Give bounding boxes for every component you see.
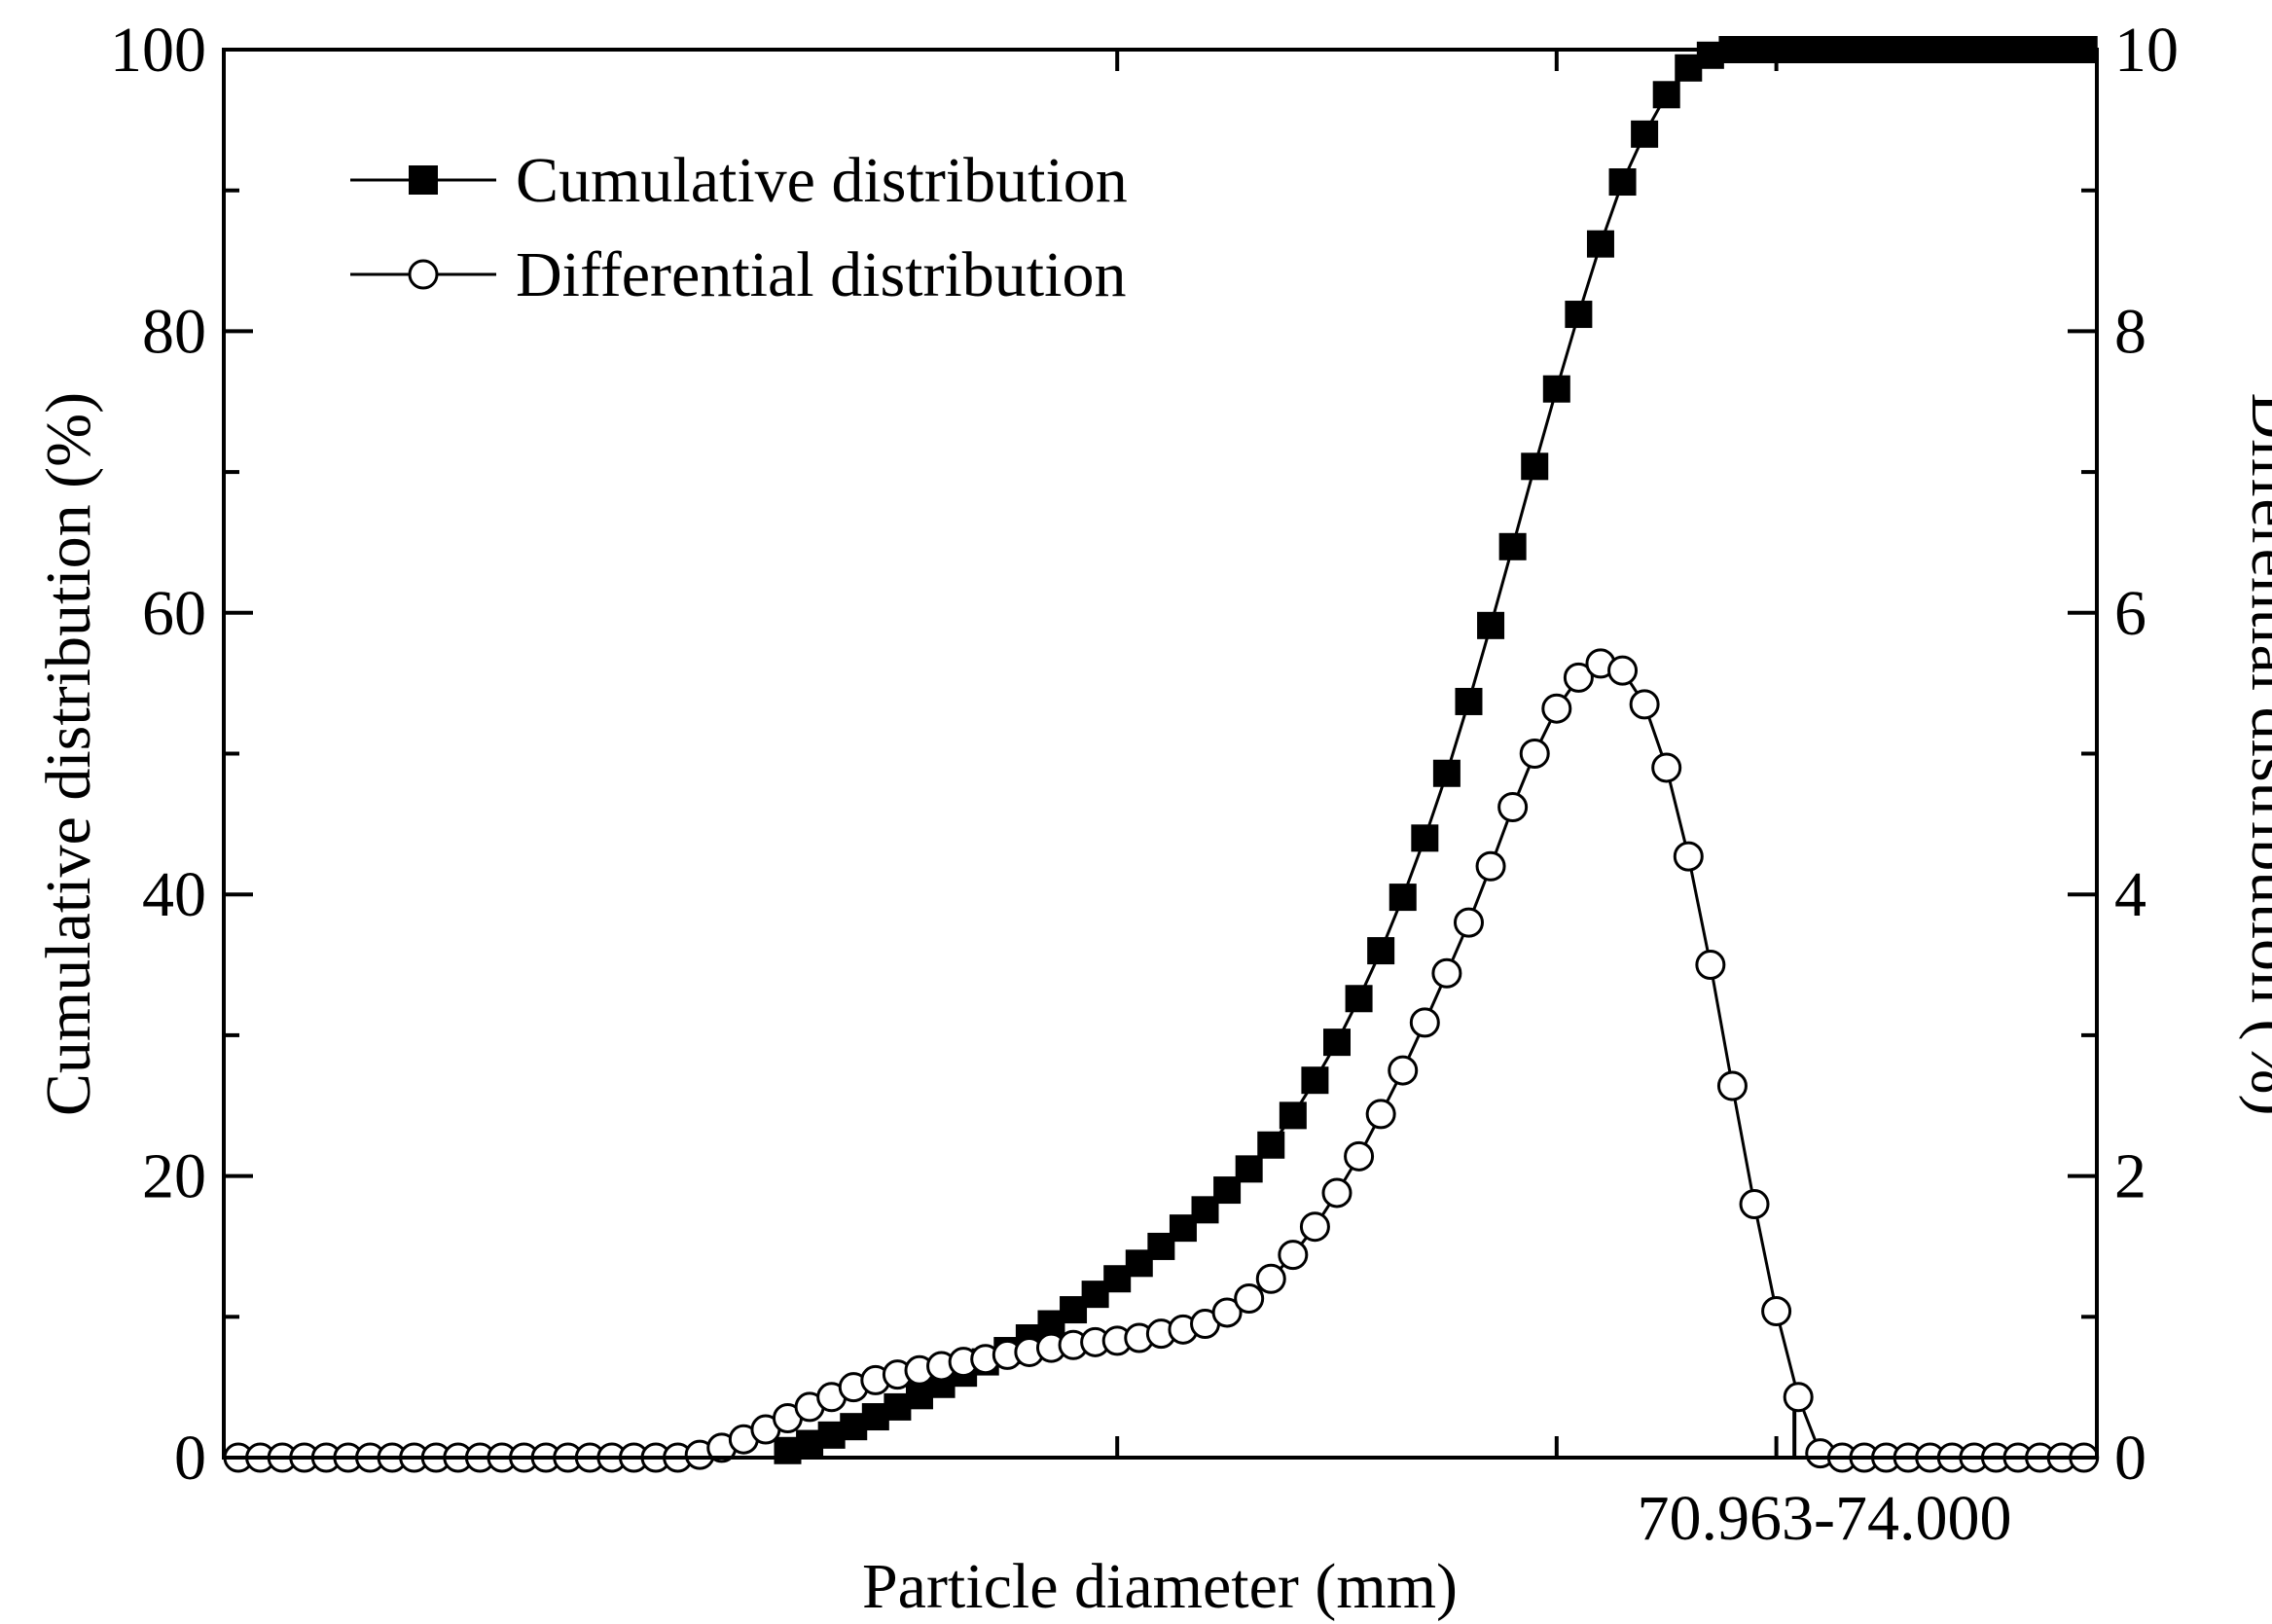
differential-point <box>1563 662 1594 693</box>
y-left-tick-label: 40 <box>142 859 206 930</box>
differential-point <box>1716 1070 1748 1101</box>
y-left-tick-label: 100 <box>110 15 206 86</box>
differential-point <box>1497 791 1529 822</box>
y-right-tick-label: 2 <box>2114 1141 2146 1212</box>
y-right-tick-label: 0 <box>2114 1423 2146 1494</box>
differential-point <box>1607 655 1639 686</box>
cumulative-point <box>1279 1101 1307 1130</box>
differential-point <box>1519 739 1550 769</box>
cumulative-point <box>1345 985 1373 1013</box>
y-axis-left-title: Cumulative distribution (%) <box>33 392 104 1116</box>
cumulative-point <box>1432 759 1461 787</box>
differential-point <box>1409 1007 1440 1038</box>
legend: Cumulative distribution Differential dis… <box>350 145 1128 310</box>
differential-point <box>1278 1240 1309 1271</box>
y-left-tick-label: 20 <box>142 1141 206 1212</box>
legend-marker-differential <box>408 259 439 290</box>
differential-point <box>1211 1297 1243 1328</box>
differential-point <box>1673 841 1704 872</box>
y-right-tick-label: 10 <box>2114 15 2179 86</box>
legend-label-cumulative: Cumulative distribution <box>516 145 1128 216</box>
differential-point <box>1629 689 1660 720</box>
cumulative-point <box>1565 301 1593 329</box>
differential-point <box>1234 1282 1265 1314</box>
y-left-tick-label: 60 <box>142 578 206 649</box>
cumulative-point <box>1367 937 1395 965</box>
legend-label-differential: Differential distribution <box>516 239 1126 310</box>
differential-point <box>1388 1055 1419 1086</box>
differential-point <box>1541 693 1572 724</box>
y-right-tick-label: 8 <box>2114 296 2146 367</box>
cumulative-point <box>1301 1066 1329 1095</box>
x-axis-title: Particle diameter (mm) <box>862 1551 1458 1622</box>
y-axis-right-title: Differential distribution (%) <box>2238 393 2272 1116</box>
differential-point <box>1344 1140 1375 1172</box>
cumulative-point <box>1477 611 1505 639</box>
series-layer <box>223 36 2100 1473</box>
differential-point <box>1321 1177 1352 1209</box>
cumulative-point <box>1455 687 1483 715</box>
differential-point <box>1783 1382 1814 1413</box>
differential-point <box>1453 907 1484 938</box>
y-right-tick-label: 6 <box>2114 578 2146 649</box>
cumulative-point <box>1521 452 1549 481</box>
plot-frame <box>222 48 2099 1460</box>
cumulative-point <box>1498 532 1527 560</box>
differential-point <box>1761 1296 1792 1327</box>
cumulative-point <box>1586 230 1614 258</box>
y-left-tick-label: 80 <box>142 296 206 367</box>
differential-point <box>1475 850 1506 882</box>
differential-point <box>1255 1263 1286 1294</box>
differential-point <box>1431 957 1462 989</box>
cumulative-point <box>1411 824 1439 852</box>
cumulative-point <box>1652 81 1680 109</box>
y-right-tick-label: 4 <box>2114 859 2146 930</box>
differential-point <box>1365 1099 1396 1130</box>
differential-point <box>1299 1211 1330 1243</box>
labels-layer: 0 0 20 2 40 4 60 6 80 8 100 10 <box>110 15 2179 1494</box>
x-annotation-label: 70.963-74.000 <box>1638 1483 2012 1554</box>
legend-marker-cumulative <box>409 165 438 195</box>
differential-point <box>1739 1189 1770 1220</box>
cumulative-point <box>1631 120 1659 148</box>
cumulative-point <box>1257 1131 1285 1159</box>
cumulative-point <box>1608 168 1637 197</box>
cumulative-point <box>1388 884 1417 912</box>
differential-point <box>1651 752 1682 783</box>
y-left-tick-label: 0 <box>174 1423 206 1494</box>
cumulative-point <box>1235 1155 1263 1183</box>
differential-point <box>1695 950 1726 981</box>
cumulative-point <box>1323 1029 1351 1057</box>
ticks-layer <box>224 48 2097 1460</box>
cumulative-point <box>1542 375 1570 403</box>
